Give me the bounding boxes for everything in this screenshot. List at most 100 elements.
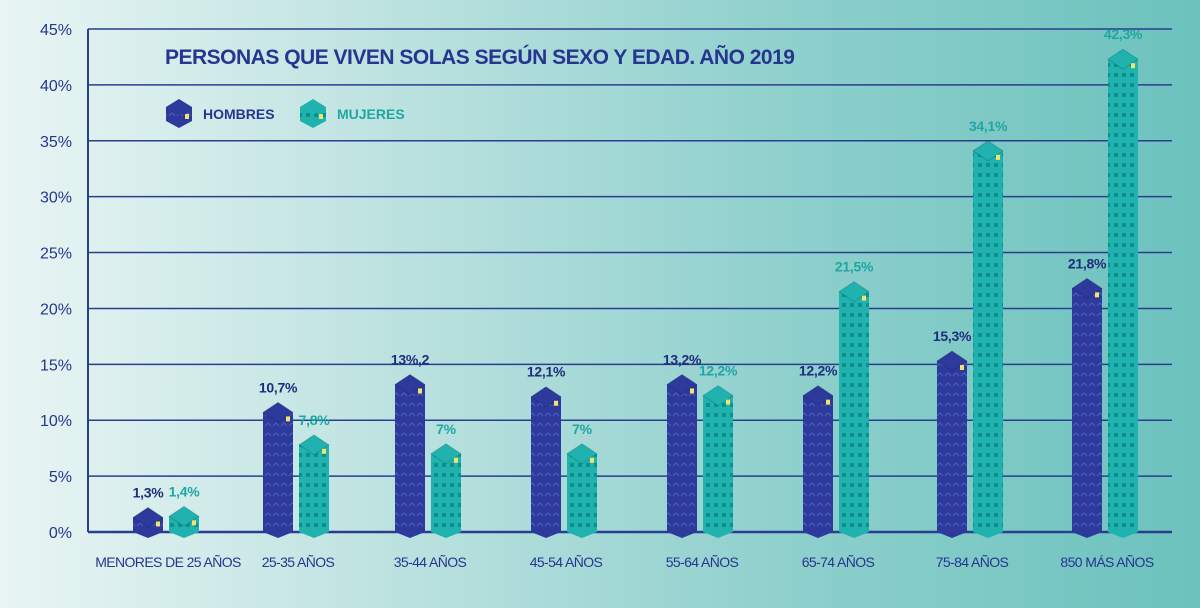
data-label-hombres: 15,3% [933, 328, 972, 344]
bar-body [703, 395, 733, 532]
x-tick-label: 65-74 AÑOS [802, 554, 875, 570]
bar-base [299, 532, 329, 538]
bar-hombres [666, 373, 698, 538]
bar-roof [702, 385, 734, 407]
data-label-hombres: 12,2% [799, 363, 838, 379]
bar-window-light [590, 457, 594, 463]
bar-window-light [286, 416, 290, 422]
y-tick-label: 20% [40, 301, 72, 318]
bar-body [1072, 288, 1102, 532]
y-tick-label: 25% [40, 246, 72, 263]
y-tick-label: 45% [40, 22, 72, 39]
y-tick-label: 5% [49, 469, 72, 486]
bar-roof [838, 281, 870, 303]
data-label-mujeres: 7% [572, 421, 592, 437]
bar-roof [1107, 48, 1139, 70]
legend: HOMBRES MUJERES [166, 99, 405, 128]
bar-roof [168, 505, 200, 527]
y-tick-label: 40% [40, 78, 72, 95]
legend-item-hombres: HOMBRES [166, 99, 275, 128]
bar-body [973, 150, 1003, 533]
bar-roof [132, 506, 164, 529]
bar-window-light [726, 399, 730, 405]
bar-hombres [802, 385, 834, 538]
bar-window-light [322, 448, 326, 454]
chart-title: PERSONAS QUE VIVEN SOLAS SEGÚN SEXO Y ED… [165, 45, 794, 69]
bar-roof [936, 350, 968, 372]
y-axis: 0% 5% 10% 15% 20% 25% 30% 35% 40% 45% [40, 22, 72, 542]
x-tick-label: 850 MÁS AÑOS [1060, 554, 1153, 570]
bar-window-light [192, 520, 196, 526]
bar-mujeres [566, 443, 598, 538]
legend-label-mujeres: MUJERES [337, 106, 405, 122]
bar-window-light [156, 521, 160, 527]
bar-roof [666, 373, 698, 396]
icon-base [166, 121, 192, 128]
data-label-mujeres: 1,4% [169, 483, 201, 499]
bar-roof [972, 140, 1004, 162]
y-tick-label: 35% [40, 134, 72, 151]
bar-body [937, 360, 967, 532]
bar-mujeres [838, 281, 870, 538]
bar-window-light [1131, 63, 1135, 69]
building-icon-mujeres [300, 99, 326, 128]
data-label-hombres: 13,2% [663, 351, 702, 367]
bar-roof [262, 401, 294, 423]
x-axis: MENORES DE 25 AÑOS 25-35 AÑOS 35-44 AÑOS 45… [95, 554, 1154, 570]
bar-base [531, 532, 561, 538]
y-tick-label: 30% [40, 190, 72, 207]
bar-body [1108, 59, 1138, 533]
data-label-hombres: 1,3% [133, 484, 165, 500]
bar-window-light [862, 295, 866, 301]
bar-body [395, 384, 425, 532]
bar-roof [298, 434, 330, 456]
bar-window-light [1095, 292, 1099, 298]
bar-body [431, 453, 461, 532]
bar-window-light [690, 388, 694, 394]
bar-body [803, 395, 833, 532]
bar-roof [394, 373, 426, 396]
x-tick-label: MENORES DE 25 AÑOS [95, 554, 241, 570]
data-label-hombres: 10,7% [259, 379, 298, 395]
y-tick-label: 10% [40, 413, 72, 430]
bar-hombres [1071, 277, 1103, 538]
bar-mujeres [430, 443, 462, 538]
bar-mujeres [168, 505, 200, 538]
icon-roof [166, 99, 192, 115]
data-label-mujeres: 21,5% [835, 259, 874, 275]
bar-hombres [132, 506, 164, 538]
icon-window [319, 114, 323, 119]
bar-base [263, 532, 293, 538]
bar-base [395, 532, 425, 538]
bar-roof [430, 443, 462, 465]
y-tick-label: 15% [40, 357, 72, 374]
bar-hombres [262, 401, 294, 538]
bar-base [803, 532, 833, 538]
data-label-mujeres: 34,1% [969, 118, 1008, 134]
legend-label-hombres: HOMBRES [203, 106, 275, 122]
bar-body [263, 412, 293, 532]
icon-window [185, 114, 189, 119]
x-tick-label: 45-54 AÑOS [530, 554, 603, 570]
bar-window-light [996, 154, 1000, 160]
bar-base [567, 532, 597, 538]
bar-roof [566, 443, 598, 465]
bar-hombres [530, 386, 562, 538]
data-label-mujeres: 7,8% [299, 412, 331, 428]
bar-base [431, 532, 461, 538]
data-label-mujeres: 42,3% [1104, 26, 1143, 42]
icon-base [300, 121, 326, 128]
legend-item-mujeres: MUJERES [300, 99, 405, 128]
bar-window-light [418, 388, 422, 394]
gridlines [87, 28, 1172, 534]
bar-base [703, 532, 733, 538]
bar-body [531, 396, 561, 532]
bar-hombres [936, 350, 968, 538]
icon-roof [300, 99, 326, 115]
bar-hombres [394, 373, 426, 538]
bar-mujeres [1107, 48, 1139, 538]
data-label-hombres: 21,8% [1068, 255, 1107, 271]
bar-base [1072, 532, 1102, 538]
bar-body [839, 291, 869, 532]
